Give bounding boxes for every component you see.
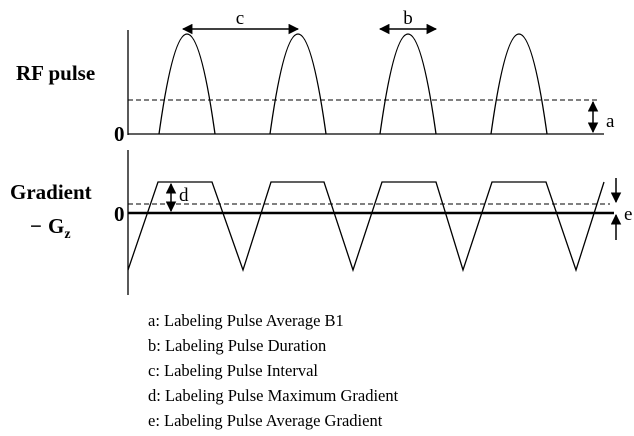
rf-pulse-1 bbox=[158, 33, 216, 135]
gradient-label: Gradient bbox=[10, 180, 92, 204]
legend: a: Labeling Pulse Average B1 b: Labeling… bbox=[148, 308, 398, 433]
rf-zero-label: 0 bbox=[114, 122, 125, 146]
marker-c: c bbox=[236, 8, 244, 29]
marker-e: e bbox=[624, 204, 632, 225]
legend-item-d: d: Labeling Pulse Maximum Gradient bbox=[148, 386, 399, 405]
legend-item-a: a: Labeling Pulse Average B1 bbox=[148, 311, 344, 330]
legend-item-c: c: Labeling Pulse Interval bbox=[148, 361, 318, 380]
rf-pulse-3 bbox=[379, 33, 437, 135]
legend-item-b: b: Labeling Pulse Duration bbox=[148, 336, 327, 355]
gradient-gz-label: − Gz bbox=[30, 214, 71, 242]
legend-item-e: e: Labeling Pulse Average Gradient bbox=[148, 411, 383, 430]
marker-d: d bbox=[179, 185, 189, 206]
marker-a: a bbox=[606, 111, 615, 132]
rf-pulse-4 bbox=[490, 33, 548, 135]
rf-pulse-label: RF pulse bbox=[16, 61, 95, 85]
gradient-waveform bbox=[127, 181, 605, 273]
rf-pulse-2 bbox=[269, 33, 327, 135]
gradient-subscript: z bbox=[64, 227, 70, 242]
marker-b: b bbox=[403, 8, 413, 29]
gradient-g: G bbox=[48, 214, 64, 238]
gradient-dash: − bbox=[30, 214, 42, 238]
gradient-zero-label: 0 bbox=[114, 202, 125, 226]
